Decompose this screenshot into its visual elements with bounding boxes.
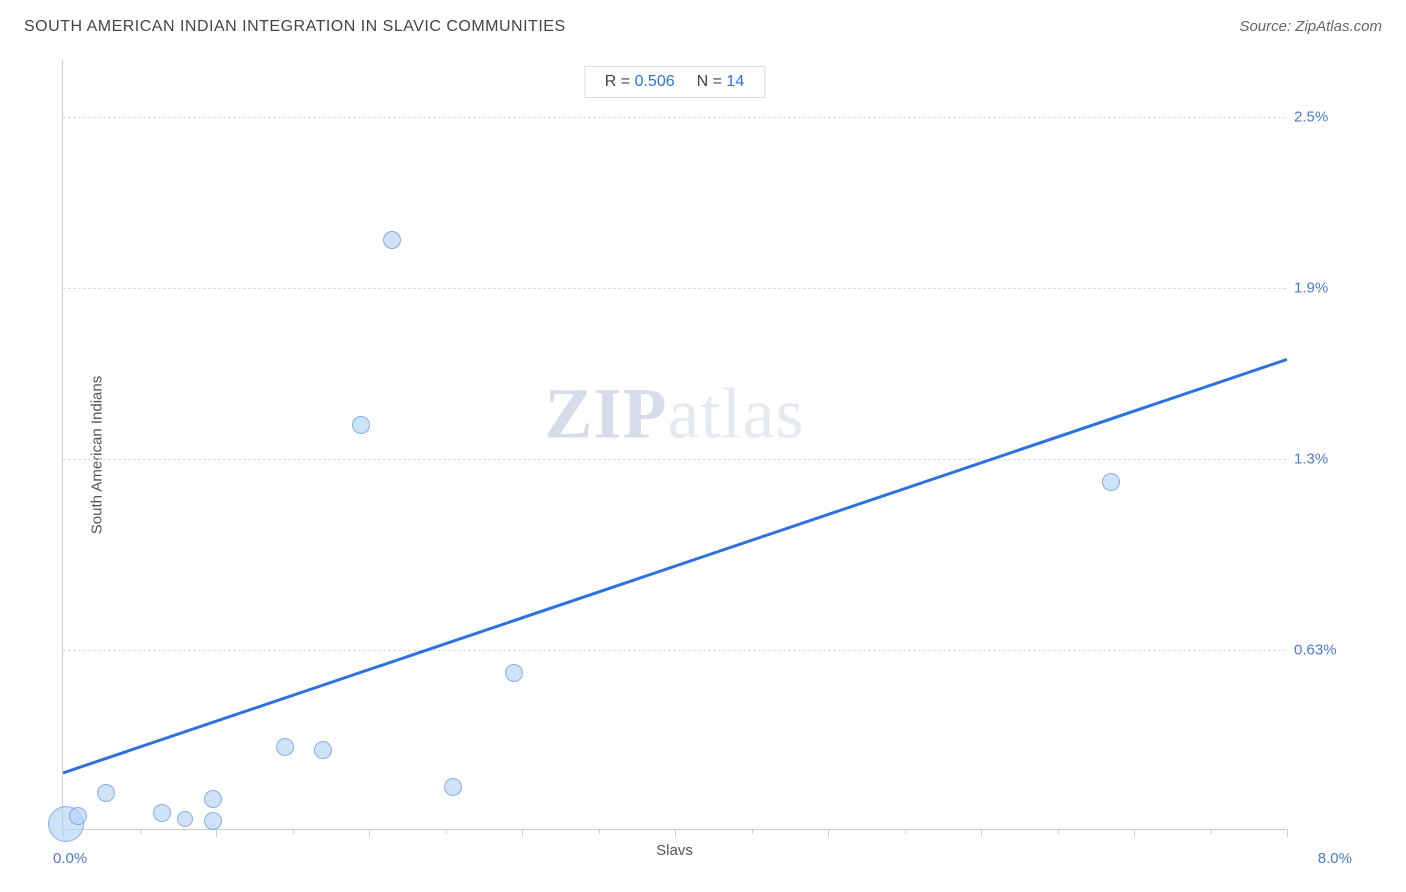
data-point[interactable]: [153, 804, 171, 822]
regression-line: [63, 60, 1287, 830]
x-tick: [369, 829, 370, 837]
r-value: 0.506: [635, 73, 675, 90]
data-point[interactable]: [383, 231, 401, 249]
data-point[interactable]: [177, 811, 193, 827]
x-min-label: 0.0%: [53, 850, 87, 867]
data-point[interactable]: [276, 738, 294, 756]
plot-area: ZIPatlas R = 0.506 N = 14 Slavs 0.0% 8.0…: [62, 60, 1286, 830]
x-tick: [828, 829, 829, 837]
data-point[interactable]: [97, 784, 115, 802]
y-tick-label: 2.5%: [1294, 109, 1354, 126]
data-point[interactable]: [444, 778, 462, 796]
stats-r: R = 0.506: [605, 73, 675, 91]
x-tick: [1134, 829, 1135, 837]
data-point[interactable]: [314, 741, 332, 759]
source-attribution: Source: ZipAtlas.com: [1239, 18, 1382, 35]
y-tick-label: 0.63%: [1294, 642, 1354, 659]
data-point[interactable]: [204, 790, 222, 808]
x-tick: [522, 829, 523, 837]
r-label: R =: [605, 73, 630, 90]
gridline: [63, 288, 1286, 289]
x-tick-minor: [140, 829, 141, 834]
data-point[interactable]: [505, 664, 523, 682]
chart-title: SOUTH AMERICAN INDIAN INTEGRATION IN SLA…: [24, 18, 566, 36]
n-value: 14: [726, 73, 744, 90]
chart-container: South American Indians ZIPatlas R = 0.50…: [50, 60, 1366, 850]
data-point[interactable]: [1102, 473, 1120, 491]
gridline: [63, 459, 1286, 460]
x-tick-minor: [752, 829, 753, 834]
gridline: [63, 117, 1286, 118]
x-tick-minor: [293, 829, 294, 834]
x-tick: [216, 829, 217, 837]
y-tick-label: 1.3%: [1294, 451, 1354, 468]
x-tick: [1287, 829, 1288, 837]
data-point[interactable]: [352, 416, 370, 434]
data-point[interactable]: [204, 812, 222, 830]
y-tick-label: 1.9%: [1294, 280, 1354, 297]
x-tick: [981, 829, 982, 837]
data-point[interactable]: [69, 807, 87, 825]
x-tick-minor: [599, 829, 600, 834]
stats-box: R = 0.506 N = 14: [584, 66, 765, 98]
stats-n: N = 14: [697, 73, 745, 91]
gridline: [63, 650, 1286, 651]
x-axis-label: Slavs: [656, 842, 693, 859]
header: SOUTH AMERICAN INDIAN INTEGRATION IN SLA…: [0, 0, 1406, 44]
watermark: ZIPatlas: [545, 372, 805, 455]
n-label: N =: [697, 73, 722, 90]
watermark-rest: atlas: [668, 373, 805, 453]
x-tick-minor: [1058, 829, 1059, 834]
x-tick: [675, 829, 676, 837]
x-tick-minor: [1211, 829, 1212, 834]
x-tick-minor: [446, 829, 447, 834]
watermark-bold: ZIP: [545, 373, 668, 453]
x-max-label: 8.0%: [1318, 850, 1352, 867]
x-tick-minor: [905, 829, 906, 834]
